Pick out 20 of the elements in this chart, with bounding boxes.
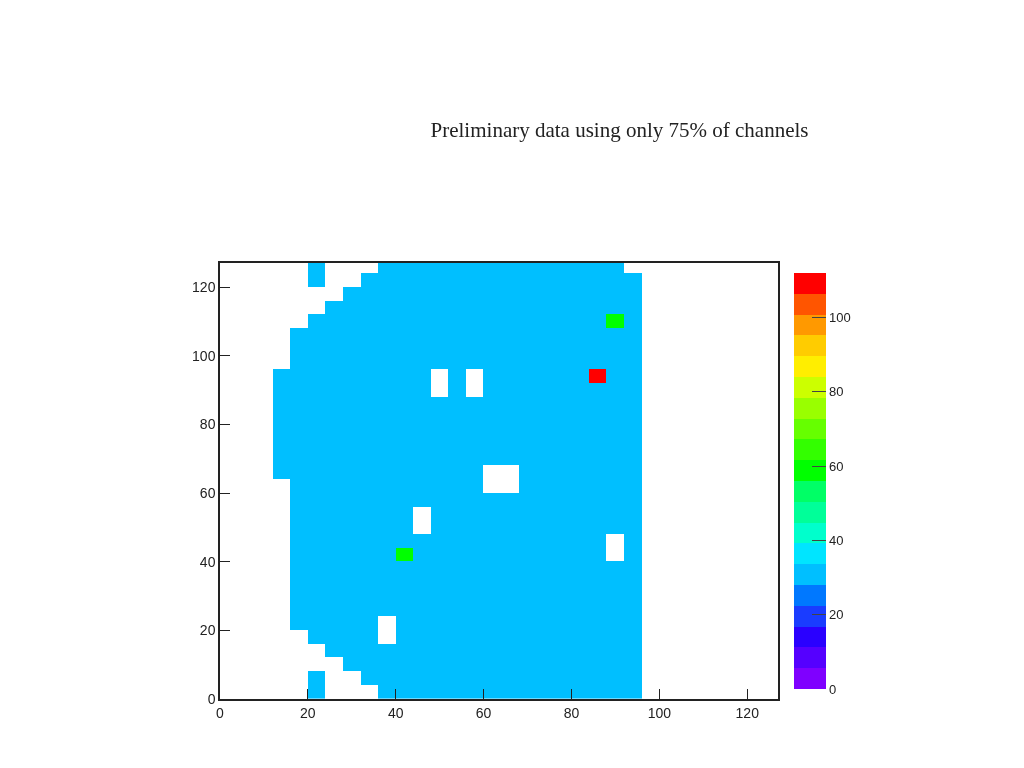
y-tick-label: 80: [199, 416, 216, 433]
x-tick-label: 100: [647, 704, 672, 721]
x-tick-label: 80: [563, 704, 580, 721]
x-tick-label: 60: [475, 704, 492, 721]
x-tick-label: 40: [387, 704, 404, 721]
x-tick-label: 20: [300, 704, 316, 721]
x-tick-label: 120: [735, 704, 760, 721]
color-bar-label: 0: [829, 681, 837, 697]
color-bar-label: 60: [829, 458, 844, 474]
y-tick-label: 100: [192, 347, 216, 364]
y-tick-label: 60: [199, 484, 216, 501]
color-bar-label: 40: [829, 532, 844, 548]
y-tick-label: 20: [199, 622, 216, 639]
color-bar-label: 100: [829, 310, 851, 326]
color-bar-label: 80: [829, 384, 844, 400]
y-tick-label: 0: [207, 690, 216, 707]
chart-title: Preliminary data using only 75% of channels: [430, 118, 809, 143]
color-bar-label: 20: [829, 607, 844, 623]
y-tick-label: 120: [192, 278, 216, 295]
y-tick-label: 40: [199, 553, 216, 570]
